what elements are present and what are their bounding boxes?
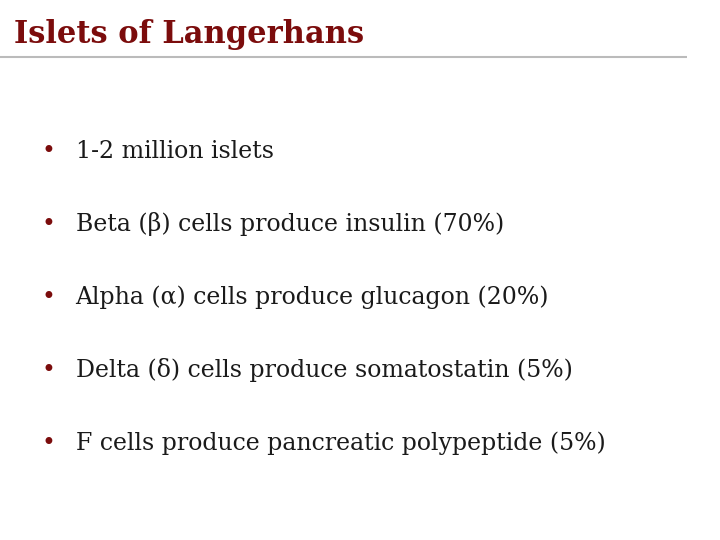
Text: •: •: [41, 139, 55, 163]
Text: Alpha (α) cells produce glucagon (20%): Alpha (α) cells produce glucagon (20%): [76, 285, 549, 309]
Text: 1-2 million islets: 1-2 million islets: [76, 140, 274, 163]
Text: Delta (δ) cells produce somatostatin (5%): Delta (δ) cells produce somatostatin (5%…: [76, 358, 572, 382]
Text: •: •: [41, 431, 55, 455]
Text: Beta (β) cells produce insulin (70%): Beta (β) cells produce insulin (70%): [76, 212, 504, 236]
Text: •: •: [41, 358, 55, 382]
Text: Islets of Langerhans: Islets of Langerhans: [14, 19, 364, 50]
Text: •: •: [41, 212, 55, 236]
Text: •: •: [41, 285, 55, 309]
Text: F cells produce pancreatic polypeptide (5%): F cells produce pancreatic polypeptide (…: [76, 431, 606, 455]
